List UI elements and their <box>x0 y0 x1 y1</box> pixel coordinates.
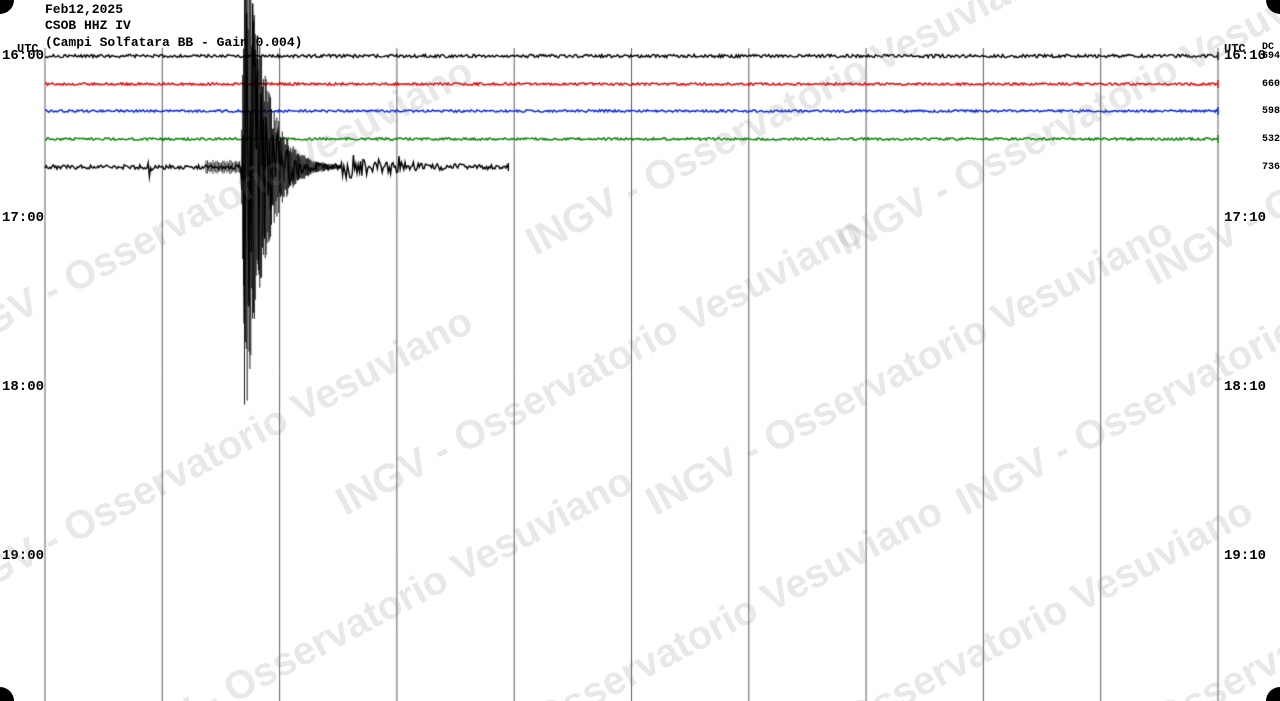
y-tick-right: 16:10 <box>1224 48 1266 64</box>
seismogram-canvas <box>0 0 1280 701</box>
y-tick-left: 16:00 <box>2 48 42 64</box>
dc-value: 660 <box>1262 79 1280 90</box>
chart-header: Feb12,2025 CSOB HHZ IV (Campi Solfatara … <box>45 2 302 51</box>
y-tick-left: 19:00 <box>2 548 42 564</box>
dc-value: 532 <box>1262 134 1280 145</box>
y-tick-right: 19:10 <box>1224 548 1266 564</box>
header-date: Feb12,2025 <box>45 2 302 18</box>
y-tick-right: 18:10 <box>1224 379 1266 395</box>
header-detail: (Campi Solfatara BB - Gain 0.004) <box>45 35 302 51</box>
dc-value: 694 <box>1262 51 1280 62</box>
y-tick-left: 17:00 <box>2 210 42 226</box>
y-tick-left: 18:00 <box>2 379 42 395</box>
dc-value: 598 <box>1262 106 1280 117</box>
header-station: CSOB HHZ IV <box>45 18 302 34</box>
dc-value: 736 <box>1262 162 1280 173</box>
y-tick-right: 17:10 <box>1224 210 1266 226</box>
